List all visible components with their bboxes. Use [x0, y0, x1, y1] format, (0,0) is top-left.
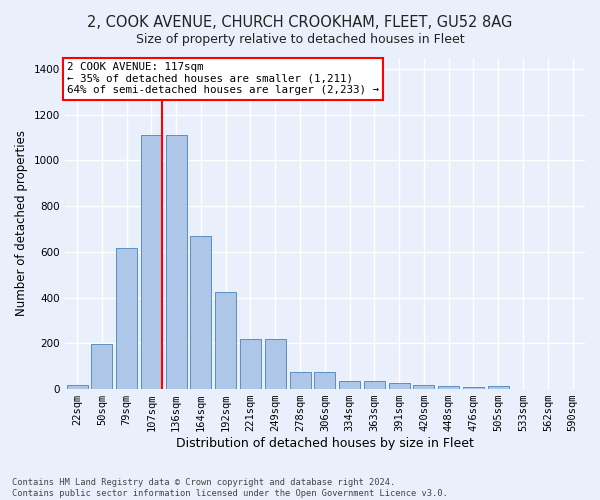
Bar	[413, 384, 434, 389]
Bar	[240, 339, 261, 389]
Bar	[314, 372, 335, 389]
Bar	[67, 384, 88, 389]
Bar	[438, 386, 459, 389]
Bar	[166, 136, 187, 389]
Bar	[116, 248, 137, 389]
Bar	[389, 384, 410, 389]
Bar	[190, 236, 211, 389]
Bar	[215, 292, 236, 389]
Bar	[463, 388, 484, 389]
Bar	[290, 372, 311, 389]
Text: 2 COOK AVENUE: 117sqm
← 35% of detached houses are smaller (1,211)
64% of semi-d: 2 COOK AVENUE: 117sqm ← 35% of detached …	[67, 62, 379, 96]
Text: Size of property relative to detached houses in Fleet: Size of property relative to detached ho…	[136, 32, 464, 46]
Bar	[141, 136, 162, 389]
Bar	[339, 381, 360, 389]
Bar	[364, 381, 385, 389]
Bar	[91, 344, 112, 389]
Bar	[265, 339, 286, 389]
Y-axis label: Number of detached properties: Number of detached properties	[15, 130, 28, 316]
Text: Contains HM Land Registry data © Crown copyright and database right 2024.
Contai: Contains HM Land Registry data © Crown c…	[12, 478, 448, 498]
X-axis label: Distribution of detached houses by size in Fleet: Distribution of detached houses by size …	[176, 437, 474, 450]
Text: 2, COOK AVENUE, CHURCH CROOKHAM, FLEET, GU52 8AG: 2, COOK AVENUE, CHURCH CROOKHAM, FLEET, …	[88, 15, 512, 30]
Bar	[488, 386, 509, 389]
